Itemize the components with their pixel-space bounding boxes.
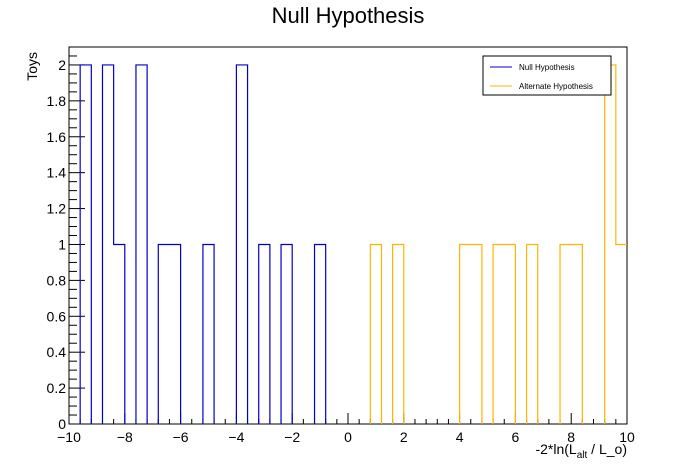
plot-frame: [68, 46, 628, 425]
y-tick-label: 0.6: [47, 308, 67, 324]
y-tick-label: 1.8: [47, 93, 67, 109]
x-axis-label-suffix: ): [622, 441, 627, 457]
y-tick-label: 0: [58, 416, 66, 432]
histogram-bin: [236, 65, 247, 424]
histogram-bin: [114, 244, 125, 424]
y-tick-label: 0.4: [47, 344, 67, 360]
y-tick-label: 0.8: [47, 272, 67, 288]
y-axis-label: Toys: [24, 52, 40, 81]
x-axis-label-sub-o: _o: [606, 441, 623, 457]
chart-title: Null Hypothesis: [272, 3, 425, 28]
histogram-bin: [315, 244, 326, 424]
histogram-bin: [80, 65, 91, 424]
x-tick-label: −10: [57, 429, 81, 445]
histogram-bin: [102, 65, 113, 424]
histogram-bin: [616, 244, 627, 424]
histogram-bin: [259, 244, 270, 424]
histogram-bin: [393, 244, 404, 424]
histogram-bin: [370, 244, 381, 424]
histogram-bin: [605, 65, 616, 424]
histogram-bin: [493, 244, 515, 424]
histogram-bin: [527, 244, 538, 424]
legend-label-null: Null Hypothesis: [519, 63, 575, 72]
x-tick-label: 0: [344, 429, 352, 445]
x-tick-label: 8: [567, 429, 575, 445]
histogram-bin: [136, 65, 147, 424]
histogram-bin: [460, 244, 482, 424]
series-layer: [79, 64, 627, 424]
x-tick-label: −8: [117, 429, 133, 445]
x-axis-label-middle: / L: [587, 441, 607, 457]
x-tick-label: −6: [173, 429, 189, 445]
y-tick-label: 1.4: [47, 165, 67, 181]
series-alternate: [369, 64, 627, 424]
x-tick-label: −2: [284, 429, 300, 445]
series-outline-alternate: [369, 64, 627, 424]
x-axis-label-sub-alt: alt: [577, 450, 588, 461]
y-axis-ticks: 0 0.2 0.4 0.6 0.8 1 1.2 1.4 1.6 1.8 2: [47, 46, 85, 432]
y-tick-label: 1.2: [47, 201, 67, 217]
histogram-bin: [203, 244, 214, 424]
x-tick-label: 2: [400, 429, 408, 445]
series-null: [79, 64, 327, 424]
x-tick-label: 4: [456, 429, 464, 445]
legend: Null Hypothesis Alternate Hypothesis: [482, 55, 612, 96]
x-tick-label: −4: [228, 429, 244, 445]
y-tick-label: 1.6: [47, 129, 67, 145]
histogram-bin: [158, 244, 180, 424]
legend-label-alternate: Alternate Hypothesis: [519, 82, 593, 91]
axes: −10 −8 −6 −4 −2 0 2 4 6 8 10 0 0.2 0.4 0.6 0.8 1 1.2 1.4 1.…: [47, 46, 635, 445]
series-outline-null: [79, 64, 327, 424]
y-tick-label: 0.2: [47, 380, 67, 396]
x-tick-label: 6: [512, 429, 520, 445]
x-axis-label-prefix: -2*ln(L: [535, 441, 576, 457]
histogram-bin: [560, 244, 582, 424]
legend-box: [482, 55, 612, 96]
y-tick-label: 2: [58, 57, 66, 73]
histogram-bin: [281, 244, 292, 424]
x-tick-label: 10: [619, 429, 635, 445]
y-tick-label: 1: [58, 236, 66, 252]
x-axis-label: -2*ln(Lalt / L_o): [535, 441, 627, 461]
